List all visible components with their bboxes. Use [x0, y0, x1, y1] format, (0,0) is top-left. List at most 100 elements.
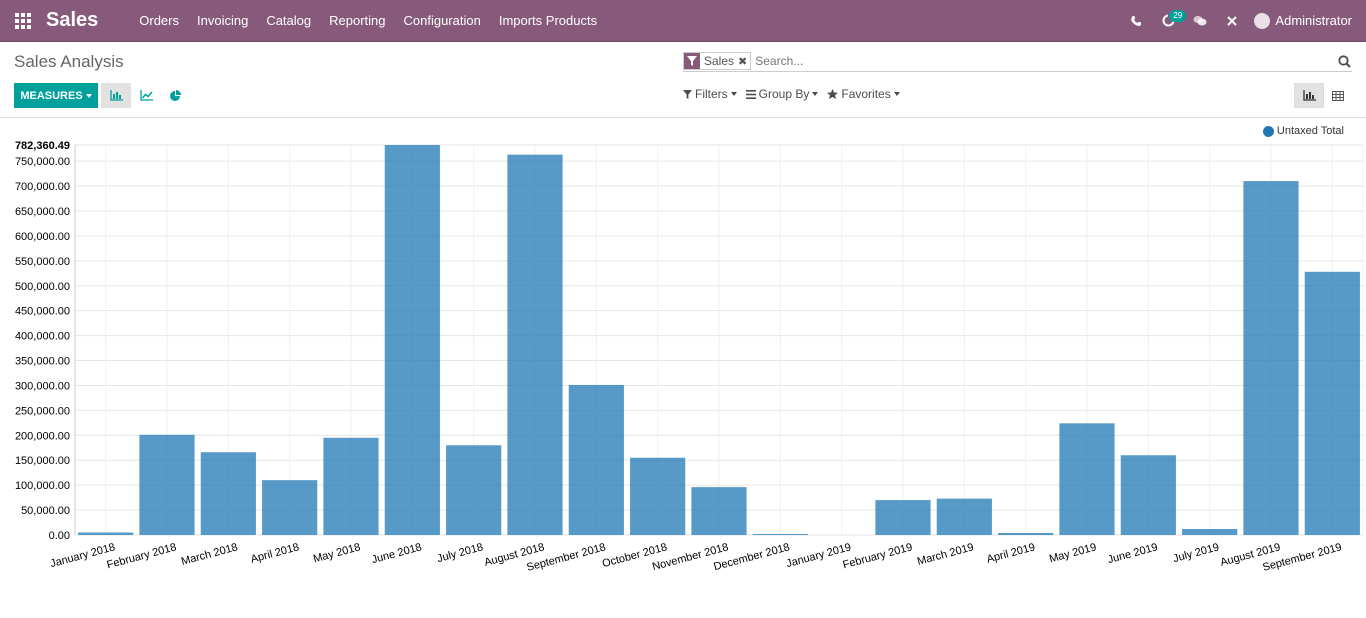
star-icon [827, 89, 839, 99]
y-tick-label: 650,000.00 [15, 206, 70, 218]
caret-down-icon [730, 92, 737, 96]
groupby-label: Group By [758, 87, 810, 101]
graph-view-button[interactable] [1294, 83, 1324, 108]
chart-bar [262, 480, 318, 535]
chart-bar [1059, 423, 1115, 535]
y-tick-label: 350,000.00 [15, 356, 70, 368]
table-icon [1332, 90, 1344, 101]
bar-chart-icon [109, 90, 123, 101]
y-tick-label: 250,000.00 [15, 405, 70, 417]
pie-chart-mode-button[interactable] [160, 83, 190, 108]
chart-bar [1304, 271, 1360, 535]
facet-label: Sales [704, 54, 735, 68]
sales-bar-chart: 0.00 50,000.00 100,000.00 150,000.00 200,000… [15, 140, 1364, 574]
control-panel-divider [0, 117, 1366, 118]
bar-chart-mode-button[interactable] [101, 83, 131, 108]
y-tick-label: 550,000.00 [15, 256, 70, 268]
x-tick-label: June 2018 [370, 541, 423, 566]
y-tick-label: 500,000.00 [15, 281, 70, 293]
filters-dropdown[interactable]: Filters [683, 87, 737, 101]
caret-down-icon [812, 92, 819, 96]
search-facet: Sales ✖ [683, 52, 752, 70]
avatar [1254, 12, 1271, 29]
y-tick-label: 700,000.00 [15, 181, 70, 193]
favorites-label: Favorites [841, 87, 891, 101]
y-tick-label: 0.00 [49, 530, 70, 542]
y-max-label: 782,360.49 [15, 140, 70, 152]
page-title: Sales Analysis [14, 52, 124, 71]
y-tick-label: 600,000.00 [15, 231, 70, 243]
y-tick-label: 200,000.00 [15, 430, 70, 442]
user-name: Administrator [1275, 13, 1352, 28]
chart-bar [323, 437, 379, 535]
x-tick-label: February 2018 [106, 541, 178, 571]
chart-bar [568, 384, 624, 535]
pie-chart-icon [170, 89, 181, 101]
bar-chart-icon [1302, 90, 1316, 101]
activity-icon[interactable]: 29 [1152, 0, 1187, 42]
chart-bar [507, 154, 563, 535]
debug-tools-icon[interactable] [1216, 0, 1248, 42]
search-options: Filters Group By Favorites [683, 87, 909, 101]
x-tick-label: April 2018 [249, 541, 300, 565]
list-icon [745, 89, 756, 99]
measures-button[interactable]: MEASURES [14, 83, 98, 108]
favorites-dropdown[interactable]: Favorites [827, 87, 900, 101]
x-tick-label: March 2018 [180, 541, 239, 568]
phone-icon[interactable] [1120, 0, 1152, 42]
chart-legend[interactable]: Untaxed Total [1262, 125, 1344, 137]
chart-bar [1182, 529, 1238, 535]
legend-marker [1262, 125, 1274, 137]
chart-bar [998, 533, 1054, 535]
chart-bar [78, 532, 134, 535]
caret-down-icon [85, 93, 92, 98]
menu-configuration[interactable]: Configuration [403, 12, 481, 28]
chart-bar [446, 445, 502, 535]
top-navbar: Sales Orders Invoicing Catalog Reporting… [0, 0, 1366, 42]
x-tick-label: July 2018 [436, 541, 485, 565]
y-tick-label: 400,000.00 [15, 331, 70, 343]
x-tick-label: May 2019 [1048, 541, 1098, 565]
chart-bar [875, 500, 931, 535]
chart-bar [139, 434, 195, 535]
facet-remove-icon[interactable]: ✖ [738, 55, 748, 68]
chart-bar [691, 487, 747, 535]
chat-icon[interactable] [1184, 0, 1216, 42]
chart-bar [630, 457, 686, 535]
caret-down-icon [893, 92, 900, 96]
y-tick-label: 450,000.00 [15, 306, 70, 318]
chart-bar [752, 534, 808, 535]
y-tick-label: 300,000.00 [15, 380, 70, 392]
search-input[interactable] [755, 52, 1336, 70]
line-chart-mode-button[interactable] [131, 83, 161, 108]
x-tick-label: February 2019 [842, 541, 914, 571]
app-brand: Sales [46, 9, 99, 31]
chart-bar [1120, 455, 1176, 535]
x-tick-label: July 2019 [1172, 541, 1221, 565]
menu-catalog[interactable]: Catalog [266, 12, 312, 28]
x-tick-label: March 2019 [916, 541, 975, 568]
search-bar: Sales ✖ [683, 51, 1352, 72]
y-tick-label: 50,000.00 [21, 505, 70, 517]
menu-imports-products[interactable]: Imports Products [498, 12, 598, 28]
chart-bar [384, 145, 440, 535]
filter-icon [684, 53, 700, 69]
pivot-view-button[interactable] [1323, 83, 1353, 108]
menu-orders[interactable]: Orders [139, 12, 179, 28]
groupby-dropdown[interactable]: Group By [745, 87, 819, 101]
x-tick-label: April 2019 [985, 541, 1036, 565]
measures-label: MEASURES [20, 89, 83, 102]
user-menu[interactable]: Administrator [1254, 12, 1352, 29]
filters-label: Filters [695, 87, 728, 101]
y-tick-label: 100,000.00 [15, 480, 70, 492]
main-menu: Orders Invoicing Catalog Reporting Confi… [130, 0, 606, 42]
apps-menu-icon[interactable] [0, 0, 46, 42]
activity-count-badge: 29 [1169, 9, 1187, 22]
menu-invoicing[interactable]: Invoicing [197, 12, 249, 28]
legend-label: Untaxed Total [1276, 125, 1344, 137]
menu-reporting[interactable]: Reporting [329, 12, 386, 28]
y-tick-label: 750,000.00 [15, 156, 70, 168]
search-icon[interactable] [1336, 53, 1352, 69]
navbar-systray: 29 Administrator [1120, 0, 1366, 42]
y-tick-label: 150,000.00 [15, 455, 70, 467]
